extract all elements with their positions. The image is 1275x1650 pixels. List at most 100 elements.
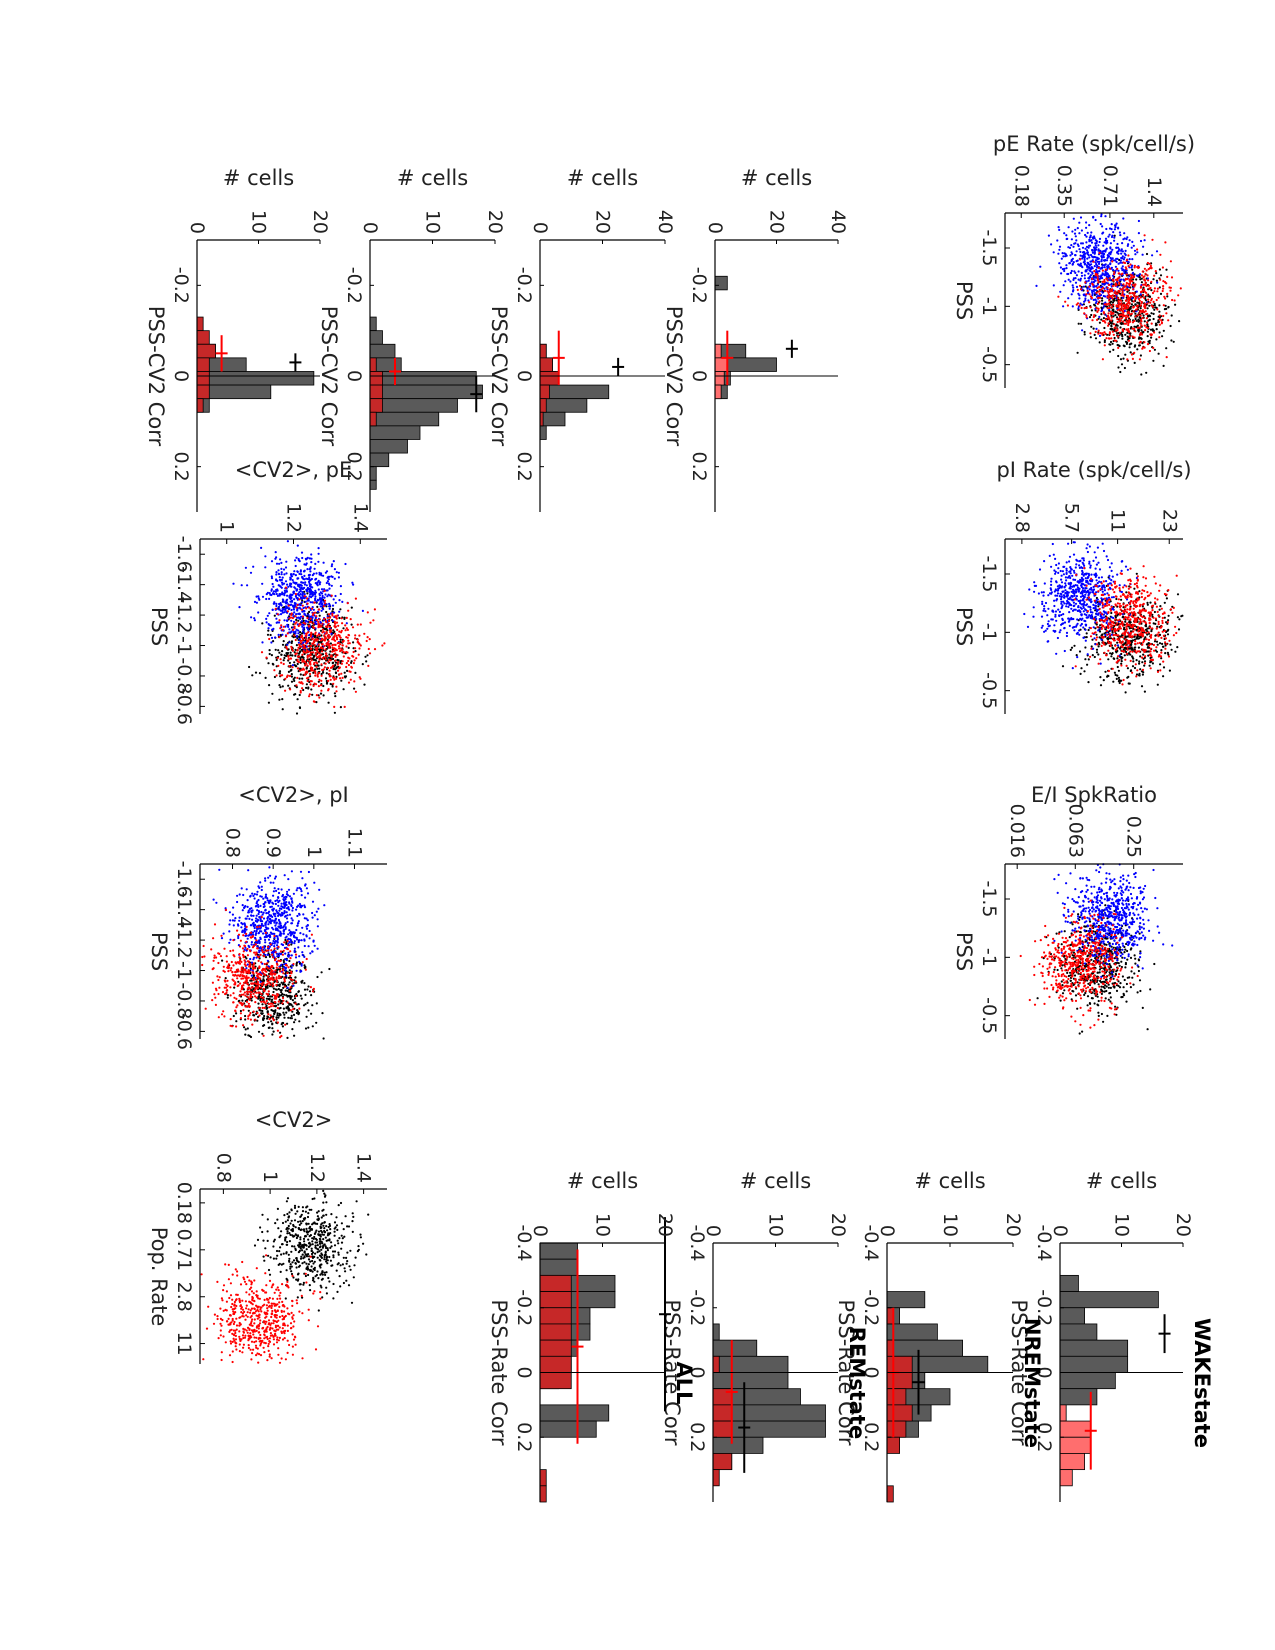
- scatter-point: [1137, 337, 1141, 340]
- scatter-point: [1125, 284, 1128, 287]
- scatter-point: [1096, 891, 1099, 894]
- scatter-point: [1062, 978, 1065, 982]
- scatter-point: [1103, 340, 1106, 344]
- scatter-point: [1115, 339, 1118, 342]
- scatter-point: [1104, 239, 1108, 242]
- scatter-point: [1072, 278, 1075, 281]
- scatter-point: [1089, 566, 1092, 569]
- scatter-point: [1069, 648, 1072, 652]
- scatter-point: [1110, 978, 1113, 981]
- scatter-point: [1149, 601, 1152, 604]
- scatter-point: [1109, 310, 1112, 313]
- scatter-point: [1126, 631, 1129, 634]
- scatter-point: [1069, 596, 1072, 599]
- scatter-point: [1134, 649, 1137, 652]
- scatter-point: [1127, 903, 1130, 906]
- scatter-point: [1134, 875, 1137, 879]
- scatter-point: [1098, 237, 1102, 240]
- scatter-point: [1087, 900, 1090, 903]
- scatter-point: [1064, 969, 1067, 972]
- scatter-point: [1100, 267, 1103, 270]
- scatter-point: [1037, 592, 1040, 595]
- scatter-point: [1084, 624, 1088, 627]
- scatter-point: [1105, 956, 1109, 959]
- scatter-point: [1098, 251, 1101, 255]
- scatter-point: [1033, 965, 1036, 968]
- scatter-point: [1073, 952, 1077, 956]
- scatter-point: [1105, 555, 1108, 558]
- scatter-point: [1151, 609, 1154, 612]
- scatter-point: [1139, 886, 1142, 889]
- scatter-point: [1090, 263, 1093, 266]
- scatter-point: [1130, 295, 1133, 298]
- scatter-point: [1107, 264, 1110, 267]
- scatter-point: [1108, 906, 1111, 910]
- scatter-point: [1043, 560, 1046, 563]
- scatter-point: [1086, 550, 1089, 554]
- scatter-point: [1142, 927, 1145, 930]
- scatter-point: [1142, 653, 1145, 656]
- scatter-point: [1133, 646, 1136, 649]
- scatter-point: [1143, 648, 1146, 652]
- scatter-point: [1115, 610, 1118, 613]
- scatter-point: [1090, 645, 1093, 648]
- x-tick-label: -1.5: [978, 555, 1000, 592]
- scatter-point: [1145, 317, 1148, 320]
- scatter-point: [1134, 315, 1137, 318]
- scatter-point: [1096, 310, 1099, 313]
- scatter-point: [1138, 641, 1141, 645]
- scatter-point: [1154, 617, 1157, 620]
- scatter-point: [1143, 907, 1146, 910]
- scatter-point: [1077, 922, 1080, 925]
- scatter-point: [1105, 980, 1108, 984]
- scatter-point: [1047, 594, 1050, 597]
- scatter-point: [1120, 906, 1123, 910]
- scatter-point: [1106, 602, 1109, 605]
- scatter-point: [1071, 954, 1074, 957]
- scatter-point: [1142, 314, 1145, 317]
- scatter-point: [1074, 935, 1077, 938]
- scatter-point: [1090, 981, 1093, 984]
- scatter-point: [1147, 638, 1151, 642]
- scatter-point: [1111, 284, 1114, 288]
- scatter-point: [1058, 245, 1062, 248]
- scatter-point: [1131, 280, 1134, 283]
- scatter-point: [1110, 316, 1113, 319]
- scatter-point: [1113, 591, 1116, 594]
- scatter-point: [1128, 313, 1132, 316]
- scatter-point: [1055, 581, 1058, 584]
- scatter-point: [1106, 295, 1109, 298]
- scatter-point: [1142, 641, 1145, 644]
- scatter-point: [1100, 996, 1103, 999]
- scatter-point: [1049, 587, 1052, 590]
- scatter-point: [1126, 594, 1129, 597]
- scatter-point: [1082, 908, 1085, 911]
- scatter-point: [1133, 935, 1137, 938]
- scatter-point: [1084, 572, 1087, 575]
- scatter-point: [1074, 242, 1077, 245]
- scatter-point: [1047, 607, 1050, 610]
- scatter-point: [1156, 907, 1159, 910]
- scatter-point: [1116, 641, 1119, 644]
- scatter-point: [1133, 587, 1136, 590]
- scatter-point: [1061, 604, 1064, 607]
- scatter-point: [1073, 625, 1076, 629]
- scatter-point: [1094, 567, 1097, 570]
- scatter-point: [1138, 341, 1141, 344]
- scatter-point: [1135, 659, 1138, 662]
- scatter-point: [1092, 626, 1095, 629]
- scatter-point: [1075, 274, 1078, 277]
- scatter-point: [1110, 911, 1113, 914]
- scatter-point: [1120, 936, 1124, 939]
- scatter-point: [1115, 989, 1119, 993]
- scatter-point: [1103, 278, 1106, 282]
- scatter-point: [1146, 302, 1149, 305]
- y-tick-label: 0.35: [1053, 165, 1075, 207]
- scatter-point: [1141, 643, 1144, 646]
- scatter-point: [1105, 303, 1108, 306]
- scatter-point: [1124, 333, 1127, 336]
- scatter-point: [1058, 959, 1061, 962]
- scatter-point: [1088, 588, 1091, 591]
- scatter-point: [1129, 327, 1132, 330]
- scatter-point: [1071, 941, 1074, 944]
